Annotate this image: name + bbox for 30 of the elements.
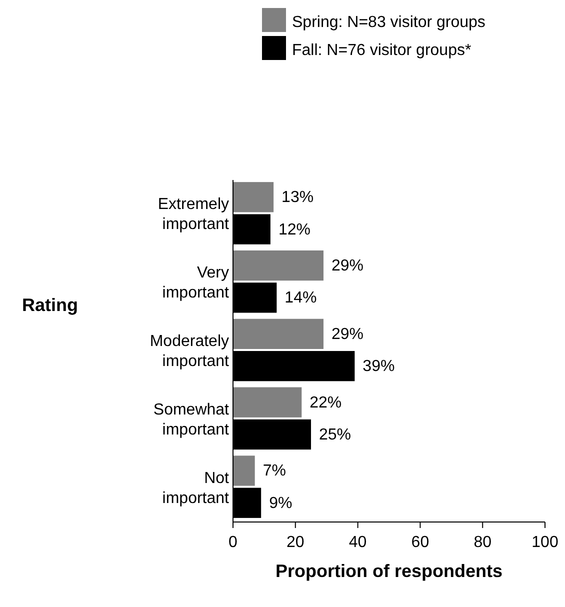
data-label: 29% xyxy=(331,258,364,275)
data-label: 7% xyxy=(262,462,286,480)
y-axis-title: Rating xyxy=(22,295,78,315)
legend-label: Spring: N=83 visitor groups xyxy=(292,14,486,31)
y-tick-label: Extremely important xyxy=(158,196,230,234)
bar xyxy=(233,182,274,212)
data-label: 25% xyxy=(319,426,352,444)
x-tick-label: 100 xyxy=(532,534,558,551)
x-axis-title: Proportion of respondents xyxy=(276,561,502,581)
y-tick-label: Not important xyxy=(162,470,230,507)
x-tick-label: 20 xyxy=(286,534,304,551)
y-tick-label: Moderately important xyxy=(150,333,230,370)
data-label: 39% xyxy=(362,358,395,376)
data-label: 9% xyxy=(269,494,292,512)
legend-label: Fall: N=76 visitor groups* xyxy=(292,42,472,59)
x-tick-label: 0 xyxy=(228,534,238,551)
x-tick-label: 40 xyxy=(348,534,367,551)
bar xyxy=(233,318,324,349)
data-label: 14% xyxy=(284,290,317,307)
x-tick-label: 60 xyxy=(411,534,430,551)
x-tick-label: 80 xyxy=(474,534,492,551)
data-label: 29% xyxy=(331,326,364,343)
bar xyxy=(233,250,324,281)
y-tick-label: Somewhat important xyxy=(153,401,230,438)
data-label: 12% xyxy=(278,221,310,238)
data-label: 13% xyxy=(282,189,314,206)
bar xyxy=(233,456,255,486)
data-label: 22% xyxy=(310,394,342,412)
bar xyxy=(233,387,302,418)
y-tick-label: Very important xyxy=(162,264,230,302)
